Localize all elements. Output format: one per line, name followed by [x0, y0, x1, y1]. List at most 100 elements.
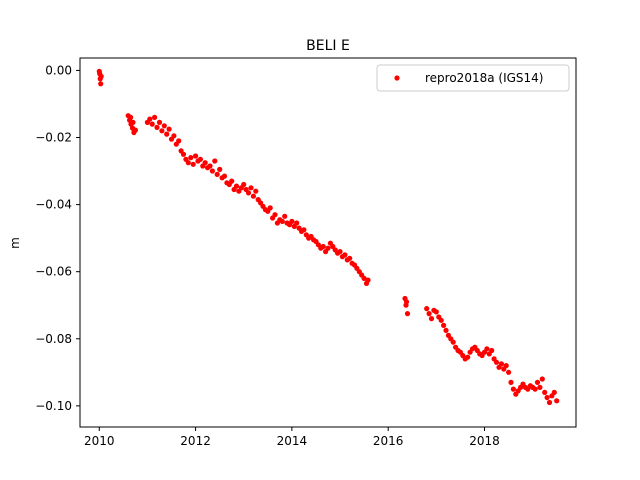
data-point [185, 160, 191, 166]
data-point [361, 275, 367, 281]
data-point [180, 151, 187, 157]
data-point [301, 227, 307, 233]
data-point [253, 188, 259, 194]
data-point [161, 123, 167, 129]
plot-frame [79, 57, 577, 428]
data-point [544, 394, 550, 401]
legend-marker [394, 75, 400, 81]
data-point [433, 309, 439, 315]
data-point [443, 327, 449, 333]
data-point [159, 128, 165, 134]
data-point [503, 363, 509, 369]
data-point [149, 121, 155, 127]
x-tick-label: 2012 [180, 434, 211, 448]
data-point [188, 155, 194, 161]
data-point [441, 322, 447, 328]
data-point [546, 399, 553, 406]
data-point [250, 193, 256, 199]
data-point [212, 158, 218, 164]
data-point [233, 183, 240, 189]
data-point [342, 252, 348, 258]
data-point [404, 311, 411, 317]
data-point [289, 218, 295, 224]
x-tick-label: 2018 [469, 434, 500, 448]
y-tick-label: −0.02 [35, 131, 72, 145]
data-point [537, 384, 543, 390]
data-point [197, 156, 203, 162]
data-point [156, 119, 163, 125]
data-point [193, 153, 199, 159]
data-point [245, 190, 252, 196]
data-point [248, 185, 254, 191]
data-point [493, 359, 500, 365]
data-point [320, 243, 326, 250]
y-axis: 0.00 −0.02 −0.04 −0.06 −0.08 −0.10 [35, 63, 80, 413]
data-point [98, 81, 104, 87]
y-axis-label: m [8, 237, 22, 249]
data-point [171, 133, 177, 139]
x-tick-label: 2010 [84, 434, 115, 448]
data-point [166, 126, 172, 132]
data-point [229, 178, 235, 184]
data-point [272, 212, 278, 218]
data-point [551, 389, 557, 395]
data-point [325, 245, 331, 251]
data-point [98, 73, 104, 79]
data-point [498, 361, 504, 367]
y-tick-label: 0.00 [45, 63, 72, 77]
data-point [506, 369, 512, 375]
data-point [508, 379, 514, 385]
legend-label: repro2018a (IGS14) [425, 71, 543, 85]
data-point [217, 166, 223, 172]
data-point [128, 114, 134, 120]
legend: repro2018a (IGS14) [376, 64, 570, 92]
data-point [465, 354, 471, 360]
data-point [132, 127, 138, 133]
data-point [147, 116, 153, 122]
data-point [221, 173, 228, 179]
chart-title: BELI E [306, 38, 350, 54]
data-point [214, 171, 220, 177]
data-point [424, 306, 430, 312]
data-point [130, 119, 136, 125]
y-tick-label: −0.06 [35, 265, 72, 279]
data-point [484, 346, 490, 352]
data-point [176, 138, 182, 144]
data-point [542, 389, 548, 395]
data-point [403, 299, 410, 305]
data-point [209, 168, 215, 174]
data-point [164, 131, 170, 137]
data-point [489, 347, 495, 354]
x-tick-label: 2016 [373, 434, 404, 448]
data-point [267, 205, 273, 211]
data-point [282, 213, 288, 219]
data-point [428, 316, 435, 322]
data-point [337, 249, 343, 255]
series-points [96, 68, 560, 406]
x-axis: 2010 2012 2014 2016 2018 [84, 427, 500, 448]
data-point [279, 218, 285, 224]
data-point [154, 124, 160, 130]
data-point [365, 277, 371, 283]
data-point [539, 376, 545, 382]
data-point [532, 386, 538, 392]
y-tick-label: −0.04 [35, 198, 72, 212]
y-tick-label: −0.08 [35, 332, 72, 346]
legend-box [376, 64, 570, 92]
x-tick-label: 2014 [277, 434, 308, 448]
data-point [438, 317, 444, 323]
data-point [534, 379, 541, 385]
data-point [510, 386, 516, 392]
data-point [190, 161, 196, 167]
data-point [450, 339, 456, 345]
data-point [152, 114, 158, 120]
y-tick-label: −0.10 [35, 399, 72, 413]
data-point [347, 255, 353, 261]
data-point [294, 220, 300, 226]
data-point [202, 160, 208, 166]
data-point [554, 398, 560, 404]
data-point [241, 181, 247, 188]
data-point [207, 163, 213, 169]
data-point [426, 311, 432, 317]
